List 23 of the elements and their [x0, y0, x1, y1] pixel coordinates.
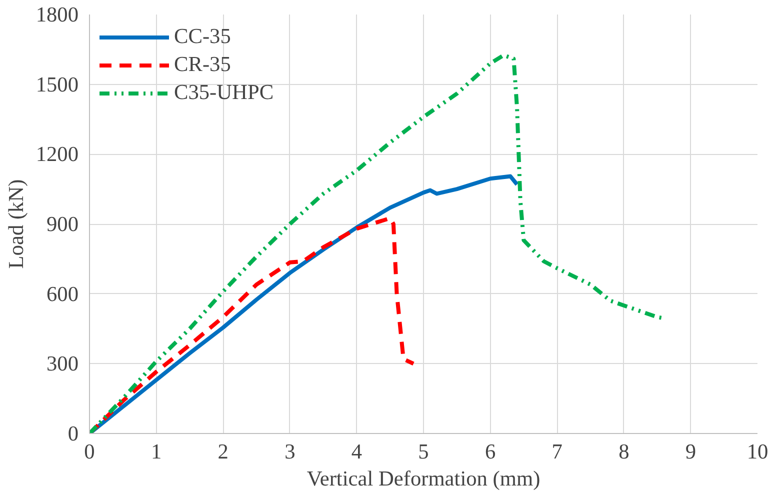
x-tick-label: 9 [685, 440, 696, 464]
x-tick-label: 10 [746, 440, 768, 464]
x-axis-title: Vertical Deformation (mm) [306, 466, 540, 490]
x-tick-label: 8 [618, 440, 630, 464]
y-tick-label: 600 [46, 282, 79, 306]
x-tick-label: 6 [484, 440, 496, 464]
x-tick-label: 4 [351, 440, 362, 464]
y-tick-label: 1500 [36, 72, 78, 96]
y-tick-label: 300 [46, 352, 79, 376]
x-tick-label: 1 [150, 440, 162, 464]
legend-label: C35-UHPC [174, 80, 274, 105]
x-tick-label: 2 [218, 440, 228, 464]
y-tick-label: 1800 [36, 2, 78, 26]
y-tick-label: 1200 [36, 142, 78, 166]
y-tick-label: 0 [68, 422, 79, 446]
y-tick-label: 900 [46, 212, 79, 236]
x-tick-label: 7 [552, 440, 563, 464]
legend-label: CC-35 [174, 24, 231, 49]
legend-label: CR-35 [174, 52, 231, 77]
x-tick-label: 5 [418, 440, 429, 464]
x-tick-label: 3 [284, 440, 296, 464]
y-axis-title: Load (kN) [4, 179, 28, 269]
x-tick-label: 0 [84, 440, 95, 464]
